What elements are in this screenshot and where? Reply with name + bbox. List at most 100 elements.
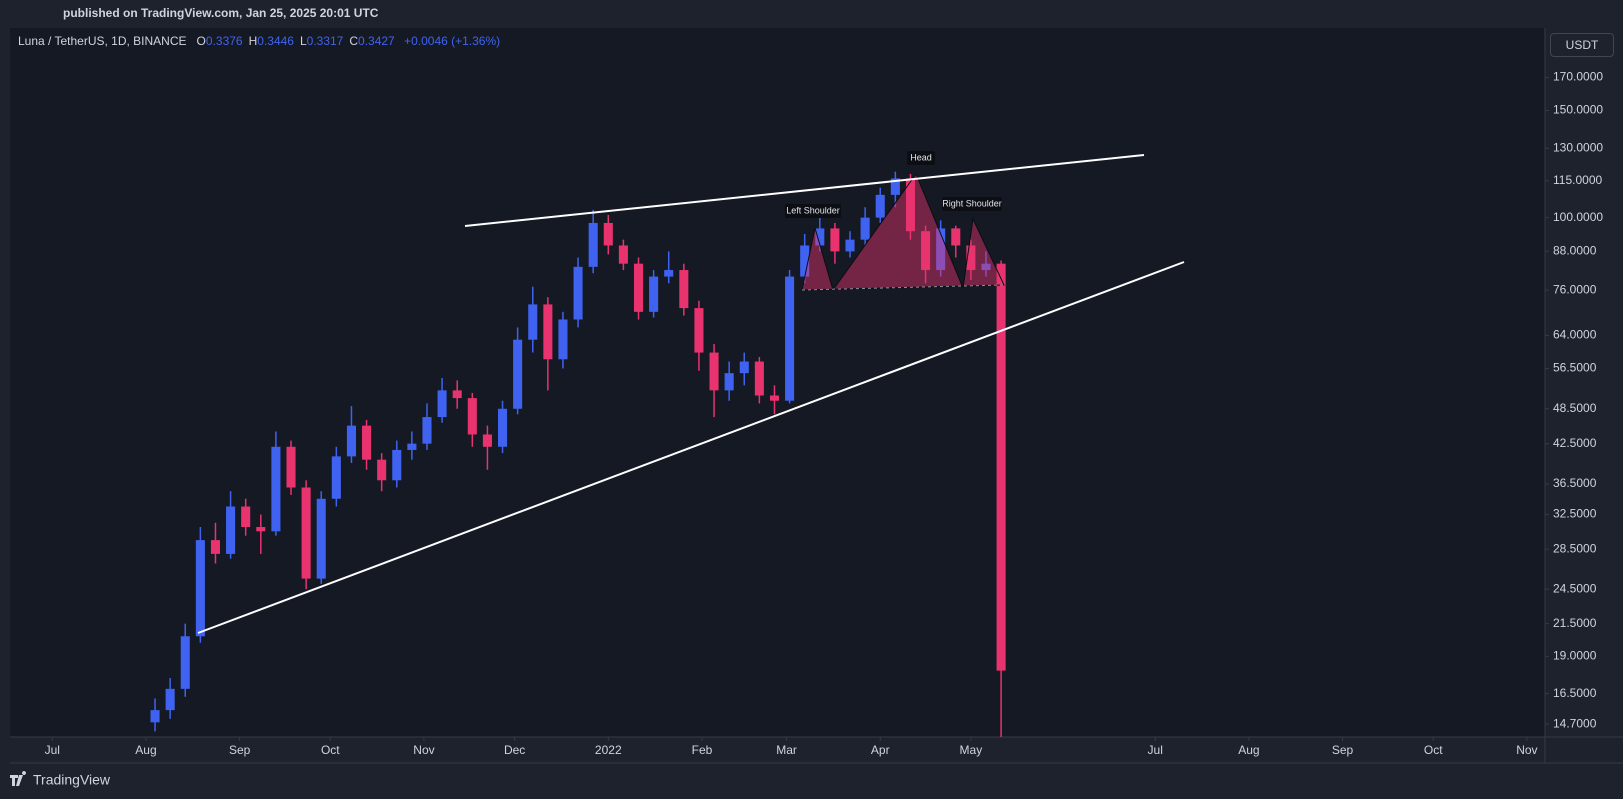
brand: TradingView [33, 772, 111, 788]
annotation-box [942, 197, 1002, 211]
neckline [801, 284, 1005, 291]
candle-body [633, 263, 644, 312]
candle-body [588, 222, 598, 267]
ohlc-value: 0.3427 [358, 34, 395, 48]
candle-body [981, 263, 991, 271]
annotation: Left Shoulder [786, 205, 840, 215]
candle-body [890, 178, 900, 195]
brand-logo [10, 771, 27, 786]
y-tick-label: 21.5000 [1553, 616, 1597, 630]
drawings: Left Shoulder Head Right Shoulder [197, 151, 1185, 634]
candle-body [724, 373, 734, 391]
candle-body [271, 446, 281, 532]
y-tick-label: 170.0000 [1553, 70, 1603, 84]
y-tick-label: 36.5000 [1553, 476, 1597, 490]
candle-body [709, 352, 719, 391]
candle-body [513, 339, 523, 409]
candle-body [165, 688, 175, 711]
candle-body [649, 276, 659, 312]
candle-body [256, 527, 266, 532]
y-tick-label: 48.5000 [1553, 401, 1597, 415]
candle-body [664, 270, 674, 277]
candle-body [241, 506, 251, 528]
candle-body [618, 245, 628, 264]
trendline-upper [464, 154, 1145, 227]
candle-body [754, 361, 764, 396]
candle-body [785, 276, 795, 401]
legend: Luna / TetherUS, 1D, BINANCE O0.3376 H0.3… [18, 34, 506, 48]
candle-body [739, 361, 749, 374]
candle-body [437, 390, 447, 418]
chart-pane [10, 28, 1545, 737]
candle-body [422, 417, 432, 444]
x-tick-label: Sep [229, 743, 251, 757]
x-tick-label: Apr [871, 743, 890, 757]
candle-body [482, 434, 492, 447]
candle-body [921, 231, 931, 271]
candle-body [331, 456, 341, 499]
x-tick-label: Sep [1332, 743, 1354, 757]
published-note: published on TradingView.com, Jan 25, 20… [63, 6, 379, 20]
x-tick-label: Feb [692, 743, 713, 757]
currency-button[interactable]: USDT [1550, 33, 1614, 57]
candle-body [543, 304, 553, 360]
candle-body [966, 245, 976, 271]
y-tick-label: 32.5000 [1553, 507, 1597, 521]
candle-body [769, 395, 780, 401]
y-tick-label: 56.5000 [1553, 361, 1597, 375]
ohlc-value: 0.3376 [205, 34, 243, 48]
change: +0.0046 (+1.36%) [404, 34, 501, 48]
candle-body [392, 449, 402, 481]
candle-body [951, 228, 961, 246]
candle-body [936, 228, 946, 271]
y-tick-label: 24.5000 [1553, 581, 1597, 595]
ohlc-label: H [248, 34, 258, 48]
ohlc: O0.3376 H0.3446 L0.3317 C0.3427 [197, 34, 401, 48]
candle-body [286, 446, 296, 488]
annotation: Head [910, 152, 932, 162]
x-tick-label: May [960, 743, 983, 757]
y-tick-label: 88.0000 [1553, 244, 1597, 258]
candle-body [316, 498, 326, 579]
y-tick-label: 150.0000 [1553, 103, 1603, 117]
candle-body [694, 308, 704, 353]
ohlc-value: 0.3317 [306, 34, 344, 48]
annotation-box [785, 204, 841, 218]
candle-body [528, 304, 538, 340]
ohlc-label: C [349, 34, 359, 48]
trendline-lower [197, 261, 1185, 634]
y-tick-label: 76.0000 [1553, 282, 1597, 296]
x-tick-label: Jul [1148, 743, 1163, 757]
candle-body [195, 540, 205, 637]
candle-body [558, 319, 568, 360]
symbol: Luna / TetherUS, 1D, BINANCE [18, 34, 187, 48]
ohlc-label: L [299, 34, 307, 48]
candle-body [377, 459, 387, 481]
candles [150, 171, 1006, 737]
candle-body [467, 398, 477, 435]
x-tick-label: 2022 [595, 743, 622, 757]
y-tick-label: 64.0000 [1553, 328, 1597, 342]
candle-body [452, 390, 462, 399]
ohlc-value: 0.3446 [257, 34, 294, 48]
x-tick-label: Dec [504, 743, 525, 757]
x-tick-label: Oct [321, 743, 340, 757]
candle-body [362, 425, 372, 460]
candle-body [180, 636, 190, 689]
candle-body [603, 222, 613, 246]
y-tick-label: 100.0000 [1553, 210, 1603, 224]
ohlc-label: O [196, 34, 206, 48]
candle-body [497, 408, 508, 447]
candle-body [226, 506, 236, 554]
x-tick-label: Mar [776, 743, 797, 757]
y-tick-label: 16.5000 [1553, 686, 1597, 700]
candle-body [905, 178, 915, 232]
candle-body [996, 263, 1006, 671]
y-tick-label: 130.0000 [1553, 140, 1603, 154]
candle-body [407, 443, 417, 450]
x-tick-label: Nov [413, 743, 434, 757]
y-tick-label: 28.5000 [1553, 541, 1597, 555]
head-shoulders-pattern [801, 172, 1005, 292]
candle-body [210, 540, 221, 554]
